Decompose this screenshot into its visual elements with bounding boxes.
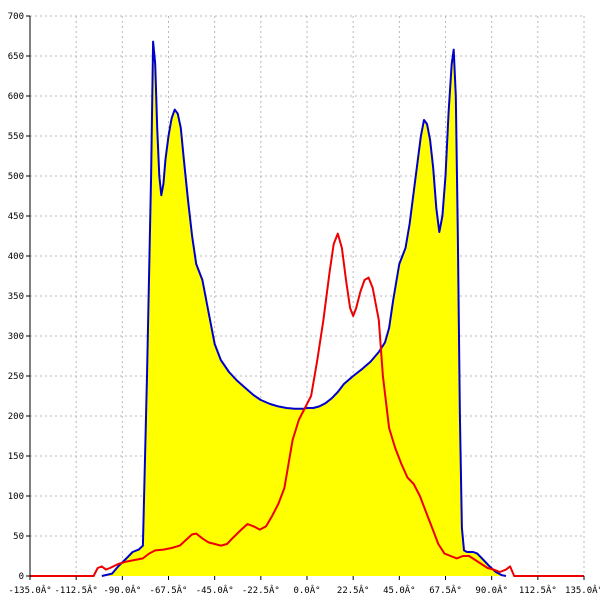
y-tick-label: 150 [8,452,24,462]
x-tick-label: -45.0Â° [196,584,234,596]
y-tick-label: 100 [8,492,24,502]
y-tick-label: 200 [8,412,24,422]
x-tick-label: 67.5Â° [429,584,462,596]
series-lines [30,40,584,577]
axes [26,15,585,580]
y-tick-label: 550 [8,132,24,142]
x-tick-label: -112.5Â° [54,584,97,596]
y-tick-label: 300 [8,332,24,342]
series-1-line [101,40,507,577]
x-tick-label: 22.5Â° [337,584,370,596]
x-tick-label: 90.0Â° [475,584,508,596]
y-tick-label: 700 [8,12,24,22]
y-tick-label: 250 [8,372,24,382]
series-1-area [101,41,507,577]
x-tick-labels: -135.0Â° -112.5Â° -90.0Â° -67.5Â° -45.0Â° -22… [8,584,600,596]
y-tick-label: 450 [8,212,24,222]
x-tick-label: 135.0Â° [565,584,600,596]
y-tick-label: 350 [8,292,24,302]
y-tick-label: 400 [8,252,24,262]
x-tick-label: -90.0Â° [103,584,141,596]
y-tick-label: 650 [8,52,24,62]
y-tick-label: 0 [19,572,24,582]
y-tick-label: 500 [8,172,24,182]
x-tick-label: -135.0Â° [8,584,51,596]
y-tick-label: 600 [8,92,24,102]
series-2-line [30,232,584,577]
x-tick-label: 112.5Â° [519,584,557,596]
x-tick-label: -67.5Â° [150,584,188,596]
x-tick-label: -22.5Â° [242,584,280,596]
x-tick-label: 0.0Â° [293,584,320,596]
y-tick-label: 50 [13,532,24,542]
area-fills [101,41,507,577]
x-tick-label: 45.0Â° [383,584,416,596]
y-tick-labels: 0 50 100 150 200 250 300 350 400 450 500 550 600 650 7… [8,12,24,582]
